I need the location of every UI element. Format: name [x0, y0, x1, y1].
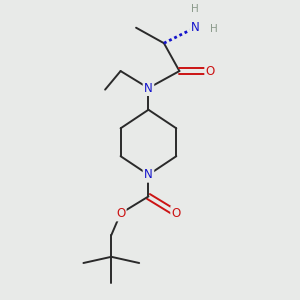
Text: N: N	[190, 21, 199, 34]
Text: N: N	[144, 168, 153, 181]
Text: H: H	[191, 4, 199, 14]
Text: O: O	[206, 64, 215, 78]
Text: O: O	[116, 207, 125, 220]
Text: N: N	[144, 82, 153, 94]
Text: H: H	[210, 24, 217, 34]
Text: O: O	[172, 207, 181, 220]
